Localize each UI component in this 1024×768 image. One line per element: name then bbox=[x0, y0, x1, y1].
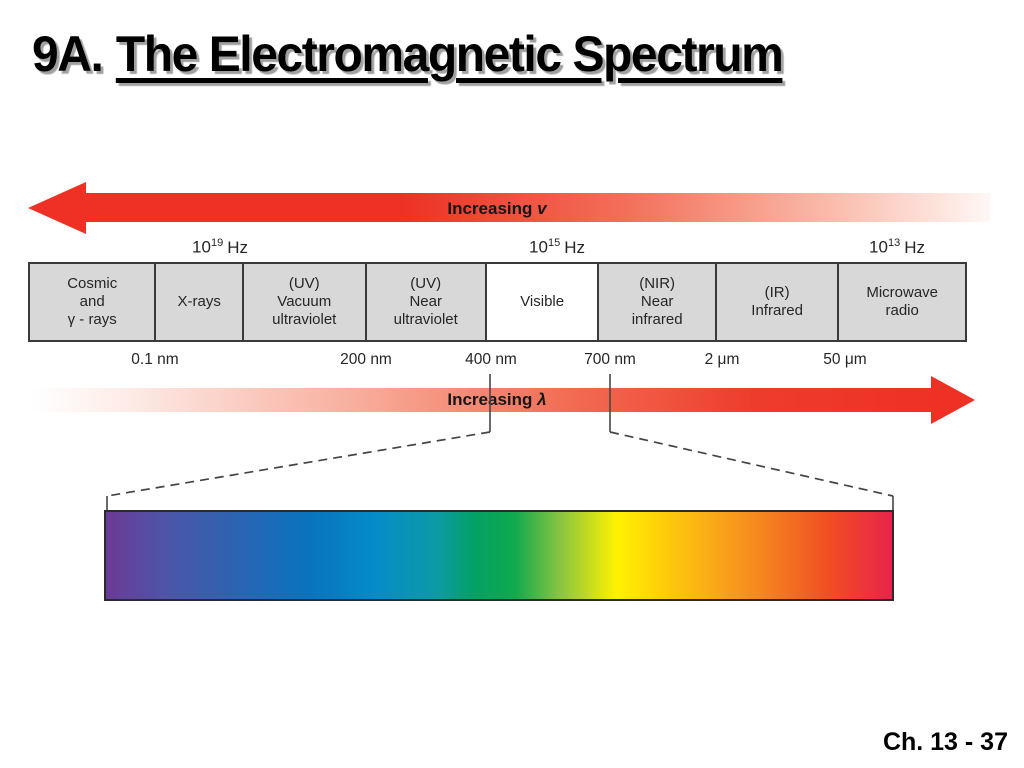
increasing-wavelength-label: Increasing λ bbox=[447, 390, 546, 410]
wavelength-tick: 400 nm bbox=[465, 351, 517, 368]
frequency-tick: 1015 Hz bbox=[529, 237, 585, 258]
frequency-label-text: Increasing bbox=[447, 199, 533, 218]
tick-base: 10 bbox=[869, 237, 888, 257]
wavelength-label-text: Increasing bbox=[447, 390, 533, 409]
band-cell: (IR) Infrared bbox=[716, 264, 840, 340]
band-cell: Microwave radio bbox=[839, 264, 965, 340]
band-cell: (UV) Vacuum ultraviolet bbox=[244, 264, 367, 340]
tick-base: 10 bbox=[192, 237, 211, 257]
wavelength-tick: 2 μm bbox=[704, 351, 740, 368]
wavelength-symbol: λ bbox=[537, 390, 547, 409]
frequency-tick: 1019 Hz bbox=[192, 237, 248, 258]
band-cell: Visible bbox=[486, 264, 600, 340]
frequency-arrow-shaft bbox=[84, 193, 990, 222]
page-number: Ch. 13 - 37 bbox=[882, 728, 1008, 756]
tick-base: 10 bbox=[529, 237, 548, 257]
title-main: The Electromagnetic Spectrum bbox=[115, 26, 784, 82]
tick-exponent: 15 bbox=[547, 237, 561, 249]
frequency-tick: 1013 Hz bbox=[869, 237, 925, 258]
wavelength-tick: 0.1 nm bbox=[131, 351, 179, 368]
wavelength-tick: 700 nm bbox=[584, 351, 636, 368]
wavelength-tick: 200 nm bbox=[340, 351, 392, 368]
band-cell: (UV) Near ultraviolet bbox=[366, 264, 487, 340]
slide-title: 9A. The Electromagnetic Spectrum bbox=[32, 26, 784, 82]
band-cell: Cosmic and γ - rays bbox=[30, 264, 157, 340]
tick-unit: Hz bbox=[227, 237, 248, 257]
tick-unit: Hz bbox=[564, 237, 585, 257]
increasing-frequency-arrow: Increasing v bbox=[28, 182, 990, 234]
band-table: Cosmic and γ - rays X-rays (UV) Vacuum u… bbox=[28, 262, 967, 342]
tick-exponent: 13 bbox=[887, 237, 901, 249]
band-cell: X-rays bbox=[156, 264, 245, 340]
wavelength-tick: 50 μm bbox=[823, 351, 867, 368]
left-arrowhead-icon bbox=[28, 182, 86, 234]
title-prefix: 9A. bbox=[32, 26, 104, 82]
band-cell: (NIR) Near infrared bbox=[599, 264, 717, 340]
visible-spectrum-bar bbox=[104, 510, 894, 601]
increasing-wavelength-arrow: Increasing λ bbox=[30, 376, 975, 424]
tick-exponent: 19 bbox=[210, 237, 224, 249]
tick-unit: Hz bbox=[904, 237, 925, 257]
increasing-frequency-label: Increasing v bbox=[447, 199, 546, 219]
right-arrowhead-icon bbox=[931, 376, 975, 424]
frequency-symbol: v bbox=[537, 199, 547, 218]
wavelength-arrow-shaft bbox=[30, 388, 935, 412]
